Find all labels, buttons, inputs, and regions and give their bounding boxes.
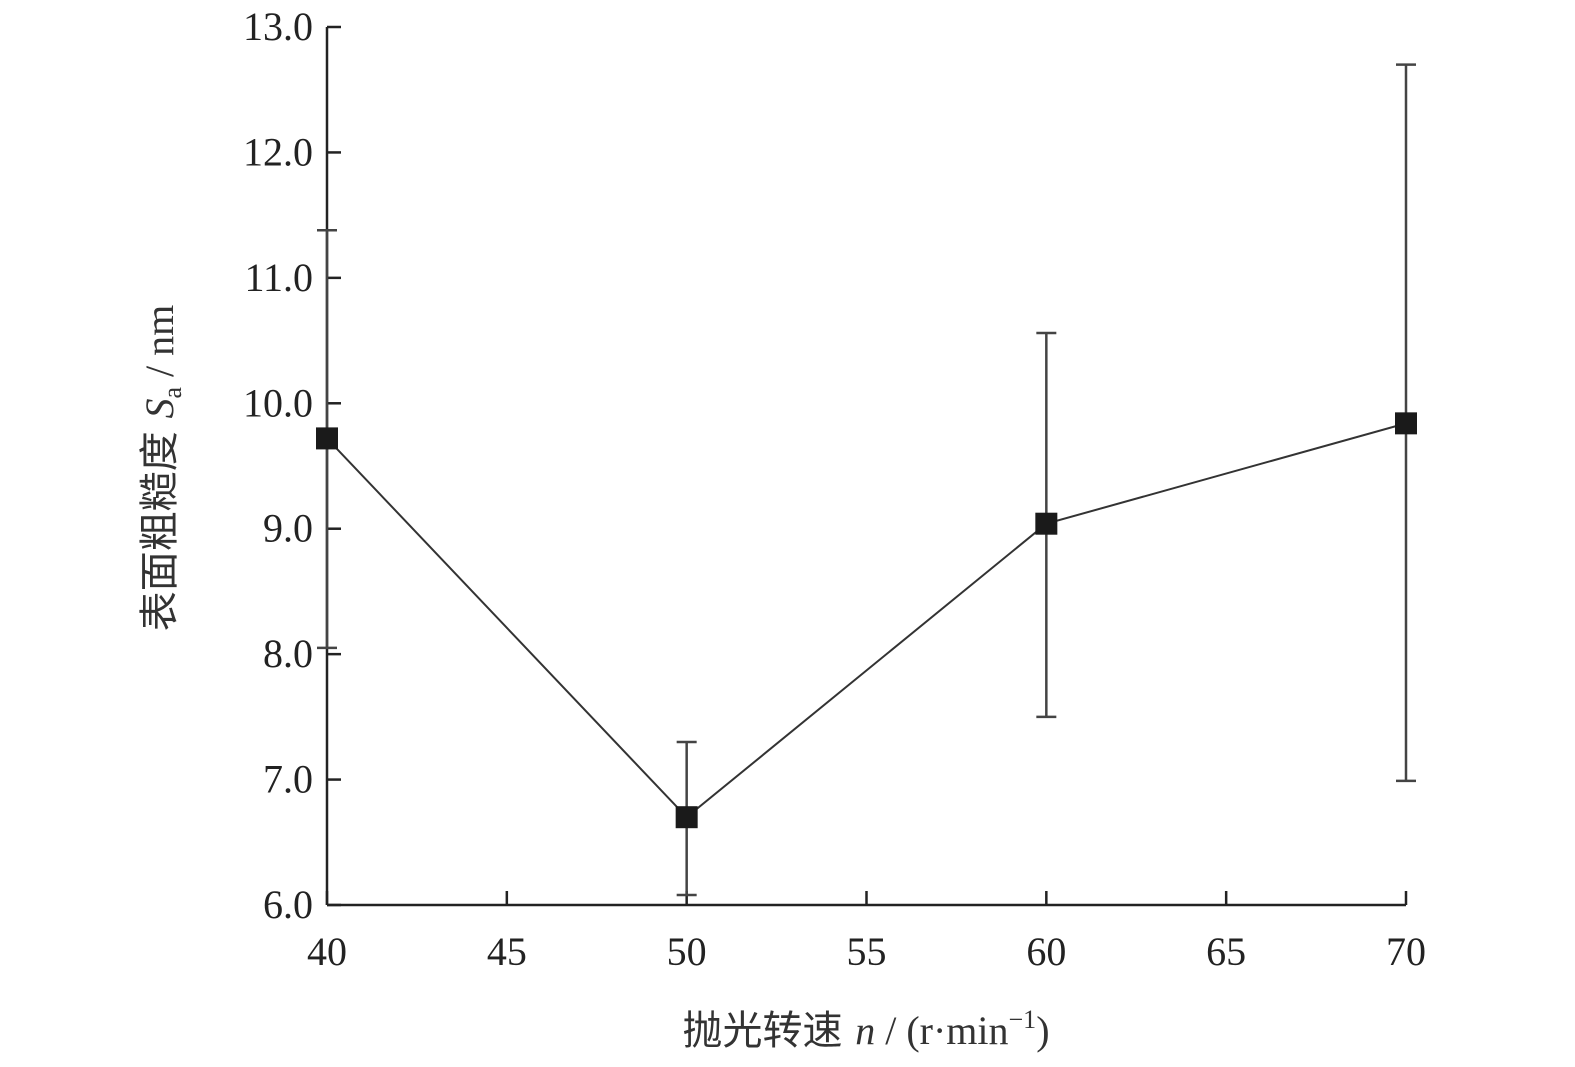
- data-point-marker: [1395, 412, 1417, 435]
- data-markers: [316, 412, 1417, 829]
- y-tick-label: 7.0: [263, 757, 313, 802]
- y-ticks: 6.0 7.0 8.0 9.0 10.0 11.0 12.0 13.0: [243, 4, 341, 927]
- series-line: [326, 422, 1407, 819]
- x-axis-unit-close: ): [1036, 1008, 1049, 1053]
- axes: [325, 27, 1406, 907]
- y-tick-label: 11.0: [244, 255, 313, 300]
- y-axis-unit: / nm: [137, 305, 182, 387]
- y-tick-label: 13.0: [243, 4, 313, 49]
- data-point-marker: [675, 806, 698, 829]
- y-tick-label: 10.0: [243, 380, 313, 425]
- x-tick-label: 70: [1386, 929, 1426, 974]
- x-tick-label: 40: [307, 929, 347, 974]
- y-tick-label: 12.0: [243, 129, 313, 174]
- x-tick-label: 60: [1026, 929, 1066, 974]
- x-axis-symbol: n: [855, 1008, 875, 1053]
- y-axis-title: 表面粗糙度 Sa / nm: [137, 305, 187, 632]
- x-tick-label: 50: [667, 929, 707, 974]
- y-axis-symbol-sub: a: [158, 387, 187, 399]
- x-axis-title: 抛光转速 n / (r·min−1): [682, 1005, 1049, 1054]
- y-tick-label: 6.0: [263, 882, 313, 927]
- error-bars: [317, 63, 1416, 897]
- y-axis-title-prefix: 表面粗糙度: [137, 419, 183, 632]
- x-axis-unit-sup: −1: [1009, 1005, 1037, 1034]
- x-axis-unit-open: / (r·min: [875, 1008, 1008, 1053]
- y-axis-symbol: S: [137, 399, 182, 419]
- x-axis-title-prefix: 抛光转速: [682, 1008, 855, 1054]
- x-tick-label: 45: [487, 929, 527, 974]
- x-tick-label: 65: [1206, 929, 1246, 974]
- x-ticks: 40 45 50 55 60 65 70: [307, 891, 1426, 974]
- data-point-marker: [316, 427, 338, 450]
- x-tick-label: 55: [847, 929, 887, 974]
- data-point-marker: [1035, 512, 1058, 535]
- y-tick-label: 8.0: [263, 631, 313, 676]
- y-tick-label: 9.0: [263, 506, 313, 551]
